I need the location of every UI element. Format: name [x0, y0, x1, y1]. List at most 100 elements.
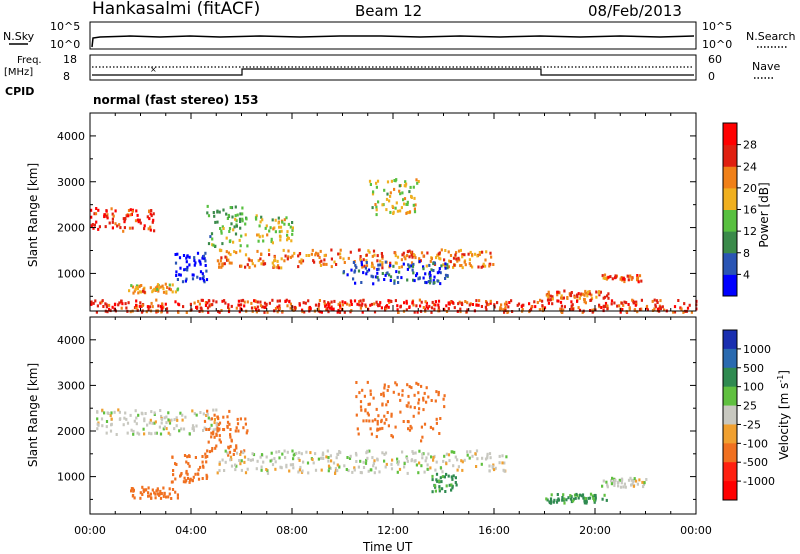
heatmap-cell	[415, 304, 418, 308]
heatmap-cell	[363, 394, 366, 398]
heatmap-cell	[279, 238, 282, 242]
heatmap-cell	[405, 182, 408, 186]
heatmap-cell	[220, 256, 223, 260]
heatmap-cell	[425, 456, 428, 460]
heatmap-cell	[221, 242, 224, 246]
heatmap-cell	[421, 452, 424, 456]
heatmap-cell	[394, 425, 397, 429]
heatmap-cell	[313, 260, 316, 264]
heatmap-cell	[243, 304, 246, 308]
heatmap-cell	[403, 197, 407, 201]
heatmap-cell	[598, 293, 601, 297]
heatmap-cell	[197, 468, 200, 472]
heatmap-cell	[355, 395, 358, 399]
heatmap-cell	[496, 301, 499, 305]
heatmap-cell	[454, 253, 457, 257]
heatmap-cell	[362, 460, 365, 464]
heatmap-cell	[216, 259, 219, 263]
heatmap-cell	[632, 484, 635, 488]
heatmap-cell	[375, 435, 378, 439]
heatmap-cell	[234, 205, 237, 209]
heatmap-cell	[357, 432, 360, 436]
heatmap-cell	[424, 300, 427, 304]
heatmap-cell	[129, 310, 132, 314]
heatmap-cell	[607, 275, 610, 279]
heatmap-cell	[444, 490, 447, 493]
heatmap-cell	[683, 302, 686, 306]
heatmap-cell	[583, 298, 586, 302]
heatmap-cell	[432, 279, 435, 283]
heatmap-cell	[431, 300, 434, 304]
heatmap-cell	[105, 431, 108, 435]
heatmap-cell	[376, 458, 379, 462]
heatmap-cell	[376, 268, 379, 271]
heatmap-cell	[301, 308, 304, 312]
heatmap-cell	[239, 212, 242, 216]
heatmap-cell	[381, 272, 384, 275]
heatmap-cell	[242, 451, 245, 455]
heatmap-cell	[250, 306, 254, 310]
heatmap-cell	[412, 262, 415, 266]
heatmap-cell	[148, 431, 151, 435]
heatmap-cell	[229, 253, 232, 257]
heatmap-cell	[96, 417, 99, 421]
heatmap-cell	[488, 464, 491, 468]
heatmap-cell	[406, 250, 409, 254]
heatmap-cell	[198, 302, 201, 306]
heatmap-cell	[143, 224, 146, 228]
heatmap-cell	[213, 418, 216, 421]
heatmap-cell	[377, 267, 380, 271]
heatmap-cell	[139, 491, 142, 495]
heatmap-cell	[148, 494, 151, 498]
heatmap-cell	[505, 455, 508, 459]
heatmap-cell	[222, 415, 225, 419]
heatmap-cell	[213, 435, 216, 439]
heatmap-cell	[213, 413, 216, 417]
heatmap-cell	[138, 290, 142, 294]
heatmap-cell	[390, 434, 393, 437]
heatmap-cell	[385, 403, 388, 407]
heatmap-cell	[274, 467, 277, 471]
heatmap-cell	[188, 464, 191, 468]
heatmap-cell	[298, 303, 301, 307]
heatmap-cell	[363, 264, 366, 268]
heatmap-cell	[661, 305, 664, 309]
heatmap-cell	[418, 257, 421, 261]
heatmap-cell	[276, 265, 279, 269]
heatmap-cell	[187, 462, 190, 466]
heatmap-cell	[193, 256, 196, 260]
heatmap-cell	[341, 300, 344, 304]
heatmap-cell	[382, 391, 385, 395]
cpid-text: normal (fast stereo) 153	[93, 93, 259, 107]
heatmap-cell	[319, 264, 323, 267]
heatmap-cell	[446, 266, 449, 270]
heatmap-cell	[493, 468, 496, 472]
heatmap-cell	[177, 310, 180, 314]
heatmap-cell	[243, 300, 246, 304]
heatmap-cell	[226, 451, 229, 455]
heatmap-cell	[347, 469, 350, 473]
heatmap-cell	[484, 457, 488, 461]
heatmap-cell	[189, 302, 192, 306]
heatmap-cell	[461, 460, 464, 464]
heatmap-cell	[240, 234, 243, 238]
heatmap-cell	[379, 259, 382, 263]
heatmap-cell	[400, 265, 403, 269]
heatmap-cell	[427, 280, 430, 283]
heatmap-cell	[278, 450, 281, 454]
heatmap-cell	[140, 284, 143, 287]
heatmap-cell	[557, 299, 560, 303]
heatmap-cell	[408, 255, 411, 259]
heatmap-cell	[257, 233, 260, 237]
heatmap-cell	[154, 420, 157, 424]
heatmap-cell	[414, 451, 417, 455]
heatmap-cell	[354, 281, 357, 285]
heatmap-cell	[396, 275, 399, 279]
heatmap-cell	[97, 208, 100, 212]
heatmap-cell	[487, 303, 490, 306]
heatmap-cell	[475, 465, 478, 468]
heatmap-cell	[377, 278, 380, 282]
heatmap-cell	[417, 401, 420, 405]
heatmap-cell	[319, 310, 322, 314]
heatmap-cell	[98, 225, 101, 229]
